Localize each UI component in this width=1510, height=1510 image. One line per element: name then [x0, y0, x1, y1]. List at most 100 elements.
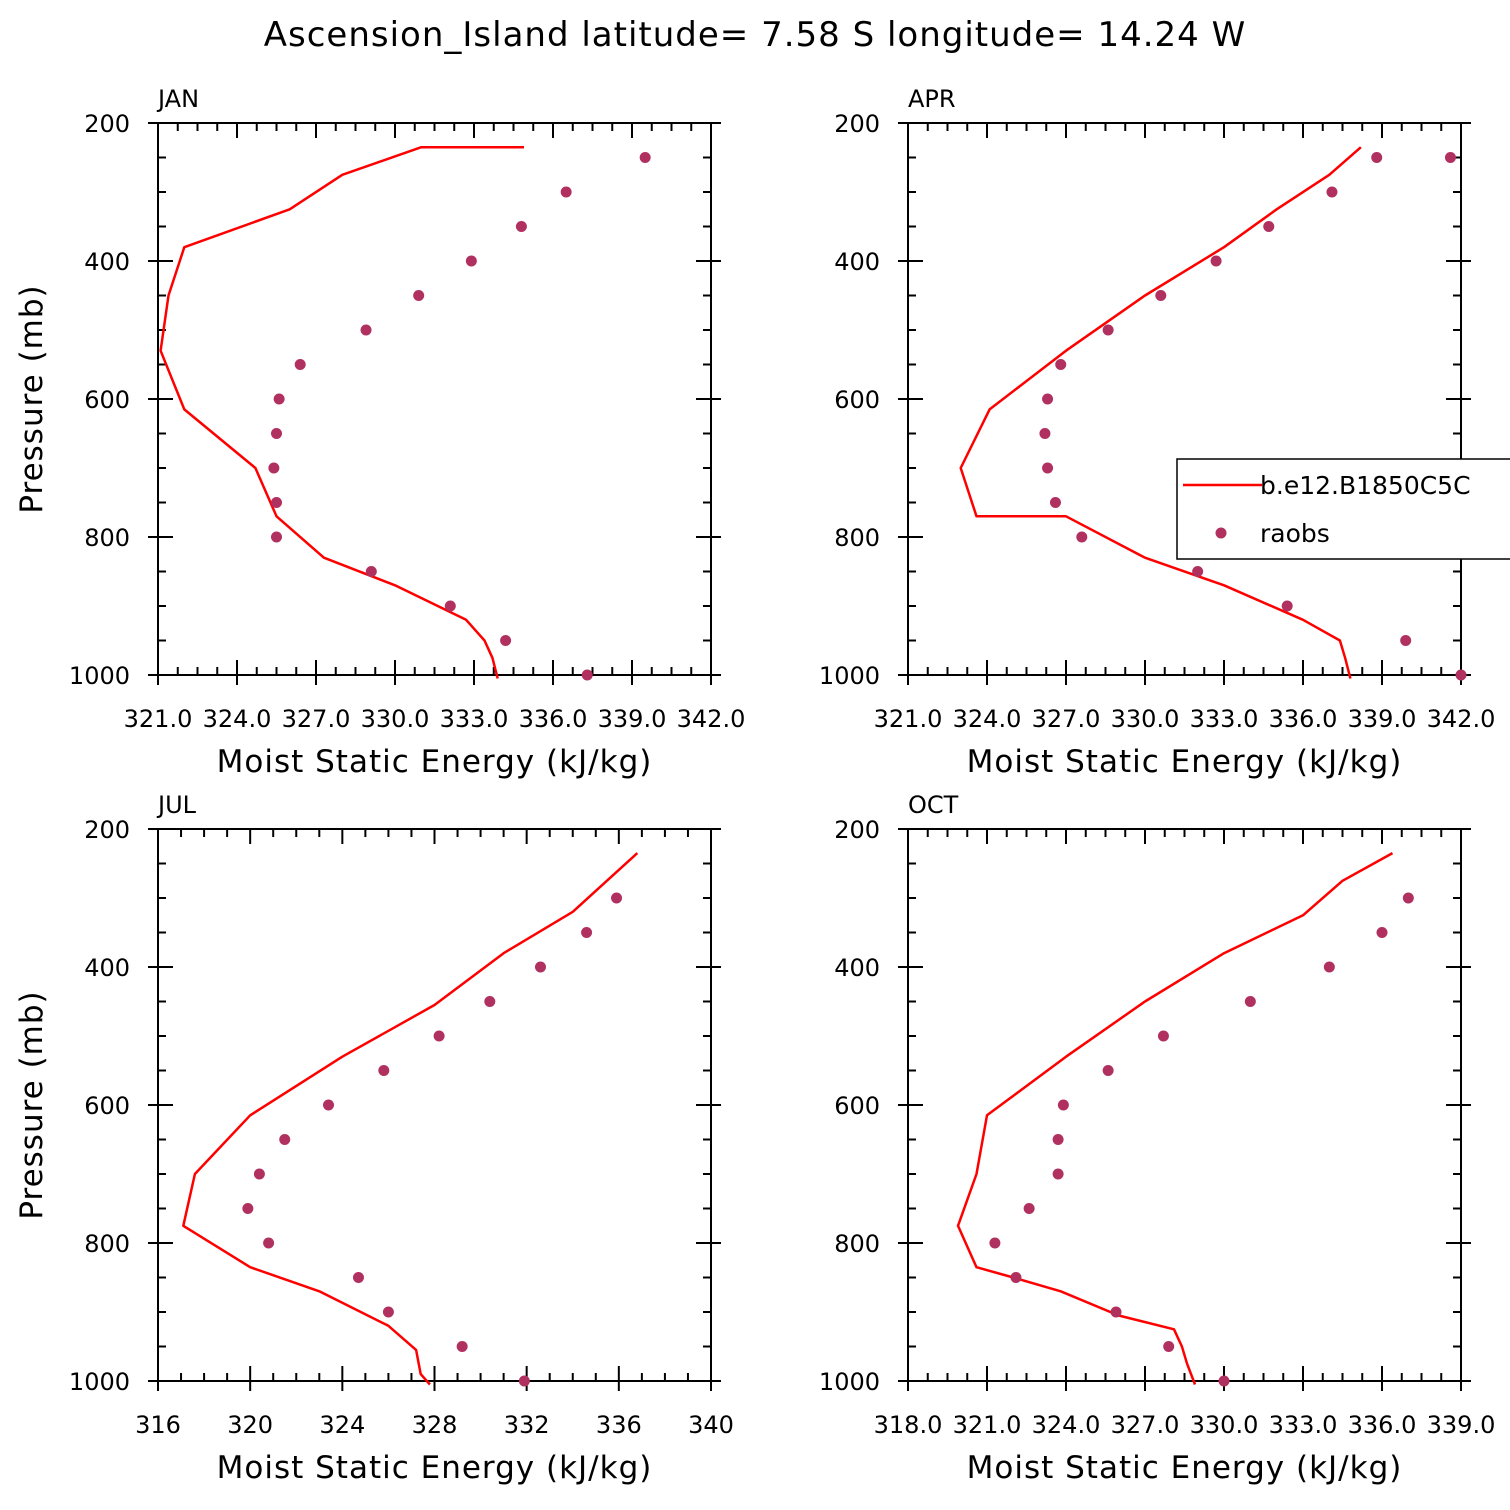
obs-point	[1400, 635, 1412, 646]
x-tick-label: 333.0	[1269, 1411, 1338, 1439]
x-tick-label: 336.0	[1269, 705, 1338, 733]
x-tick-label: 327.0	[1032, 705, 1101, 733]
x-tick-label: 324.0	[203, 705, 272, 733]
y-tick-label: 400	[84, 954, 130, 982]
obs-point	[294, 359, 306, 370]
obs-point	[1076, 531, 1088, 543]
obs-point	[465, 255, 477, 267]
obs-point	[1210, 255, 1222, 267]
obs-point	[1376, 927, 1388, 938]
x-tick-label: 324.0	[1032, 1411, 1101, 1439]
x-tick-label: 327.0	[1111, 1411, 1180, 1439]
obs-point	[444, 600, 456, 612]
obs-point	[1323, 961, 1335, 973]
plot-frame	[157, 122, 712, 676]
x-axis-title: Moist Static Energy (kJ/kg)	[217, 1450, 653, 1486]
obs-point	[413, 290, 425, 301]
x-tick-label: 324.0	[953, 705, 1022, 733]
x-tick-label: 342.0	[1427, 705, 1496, 733]
obs-point	[581, 669, 593, 681]
obs-point	[1052, 1134, 1064, 1145]
y-tick-label: 800	[84, 524, 130, 552]
obs-point	[1326, 186, 1338, 198]
x-tick-label: 324	[319, 1411, 365, 1439]
plot-frame	[907, 828, 1462, 1382]
obs-point	[433, 1030, 445, 1042]
obs-point	[1049, 497, 1061, 508]
obs-point	[253, 1168, 265, 1180]
legend: b.e12.B1850C5C raobs	[1176, 458, 1510, 560]
panel-jan: JAN 321.0 324.0 327.0 330.0 333.0 336.0 339.0 34…	[14, 85, 745, 780]
obs-point	[271, 428, 282, 439]
y-tick-label: 400	[84, 248, 130, 276]
obs-point	[352, 1272, 364, 1283]
x-tick-label: 339.0	[1348, 705, 1417, 733]
obs-point	[1102, 324, 1114, 336]
y-tick-label: 200	[834, 816, 880, 844]
obs-point	[581, 927, 593, 938]
x-tick-label: 340	[688, 1411, 734, 1439]
y-tick-label: 400	[834, 954, 880, 982]
plot-frame	[907, 122, 1462, 676]
x-tick-label: 330.0	[361, 705, 430, 733]
obs-point	[1042, 393, 1054, 405]
y-axis-title: Pressure (mb)	[14, 284, 50, 513]
obs-point	[1444, 152, 1456, 163]
plot-frame	[157, 828, 712, 1382]
panel-jul: JUL 316 320 324 328 332 336 340 200 400 600 800 1000…	[14, 791, 734, 1486]
obs-point	[484, 996, 496, 1007]
legend-label: b.e12.B1850C5C	[1260, 471, 1471, 500]
obs-point	[1402, 892, 1414, 904]
legend-label: raobs	[1260, 519, 1330, 548]
obs-point	[1371, 152, 1383, 163]
obs-point	[1218, 1375, 1230, 1387]
y-tick-label: 600	[834, 386, 880, 414]
obs-point	[360, 324, 372, 336]
y-tick-label: 800	[84, 1230, 130, 1258]
obs-point	[279, 1134, 291, 1145]
panel-oct: OCT 318.0 321.0 324.0 327.0 330.0 333.0 336.0 33…	[819, 791, 1495, 1486]
x-tick-label: 332	[504, 1411, 550, 1439]
x-tick-label: 336	[596, 1411, 642, 1439]
series-line-model	[959, 146, 1362, 679]
panel-label: APR	[908, 85, 956, 113]
figure-title: Ascension_Island latitude= 7.58 S longit…	[264, 15, 1247, 55]
y-tick-label: 200	[834, 110, 880, 138]
y-tick-label: 1000	[69, 1368, 130, 1396]
y-tick-label: 200	[84, 110, 130, 138]
series-line-model	[182, 852, 639, 1386]
x-tick-label: 336.0	[519, 705, 588, 733]
obs-point	[1057, 1099, 1069, 1111]
x-tick-label: 330.0	[1190, 1411, 1259, 1439]
obs-point	[271, 531, 282, 543]
x-tick-label: 339.0	[598, 705, 667, 733]
x-tick-label: 336.0	[1348, 1411, 1417, 1439]
y-axis-title: Pressure (mb)	[14, 990, 50, 1219]
obs-point	[611, 892, 623, 904]
obs-point	[1023, 1203, 1035, 1214]
obs-point	[1102, 1065, 1114, 1076]
y-tick-label: 1000	[819, 662, 880, 690]
x-tick-label: 321.0	[874, 705, 943, 733]
obs-point	[382, 1306, 394, 1318]
obs-point	[1155, 290, 1167, 301]
obs-point	[1192, 566, 1204, 577]
obs-point	[989, 1237, 1001, 1249]
x-tick-label: 333.0	[440, 705, 509, 733]
obs-point	[1263, 221, 1275, 232]
obs-point	[456, 1341, 468, 1352]
obs-point	[1042, 462, 1054, 474]
y-tick-label: 800	[834, 524, 880, 552]
obs-point	[271, 497, 282, 508]
obs-point	[534, 961, 546, 973]
y-tick-label: 400	[834, 248, 880, 276]
legend-box	[1176, 458, 1510, 560]
obs-point	[515, 221, 527, 232]
obs-point	[1010, 1272, 1022, 1283]
obs-point	[1281, 600, 1293, 612]
obs-point	[1110, 1306, 1122, 1318]
obs-point	[1157, 1030, 1169, 1042]
y-tick-label: 600	[84, 1092, 130, 1120]
obs-point	[639, 152, 651, 163]
x-tick-label: 330.0	[1111, 705, 1180, 733]
